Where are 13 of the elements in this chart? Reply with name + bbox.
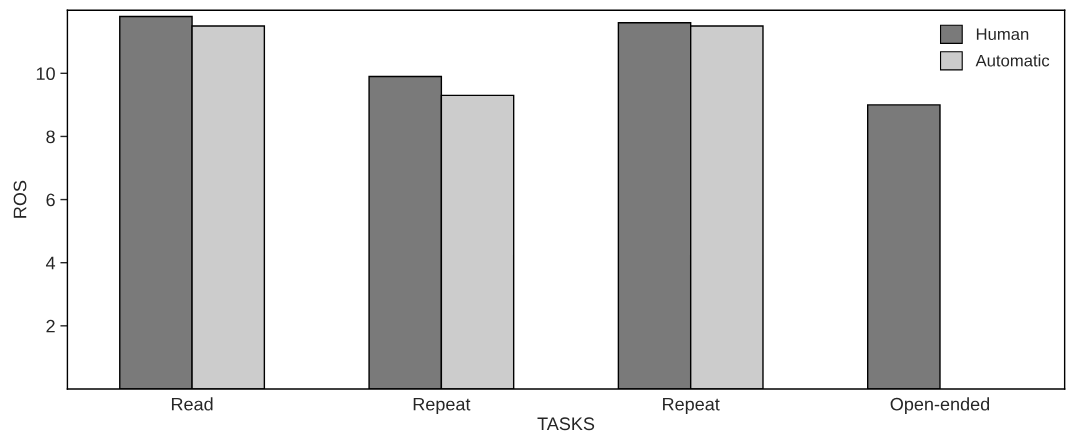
y-tick-label: 6 (46, 193, 55, 207)
y-axis-title: ROS (13, 180, 27, 218)
x-tick-label: Open-ended (890, 397, 990, 415)
x-tick-label: Repeat (663, 397, 720, 415)
y-tick-label: 2 (46, 319, 55, 333)
x-tick-label: Repeat (413, 397, 471, 415)
x-tick-label: Read (171, 397, 213, 411)
y-tick-label: 8 (46, 130, 55, 144)
legend-label: Human (976, 28, 1029, 41)
x-axis-title: TASKS (537, 417, 595, 431)
y-tick-label: 10 (36, 67, 55, 81)
y-tick-label: 4 (45, 256, 56, 270)
legend-label: Automatic (975, 54, 1050, 67)
